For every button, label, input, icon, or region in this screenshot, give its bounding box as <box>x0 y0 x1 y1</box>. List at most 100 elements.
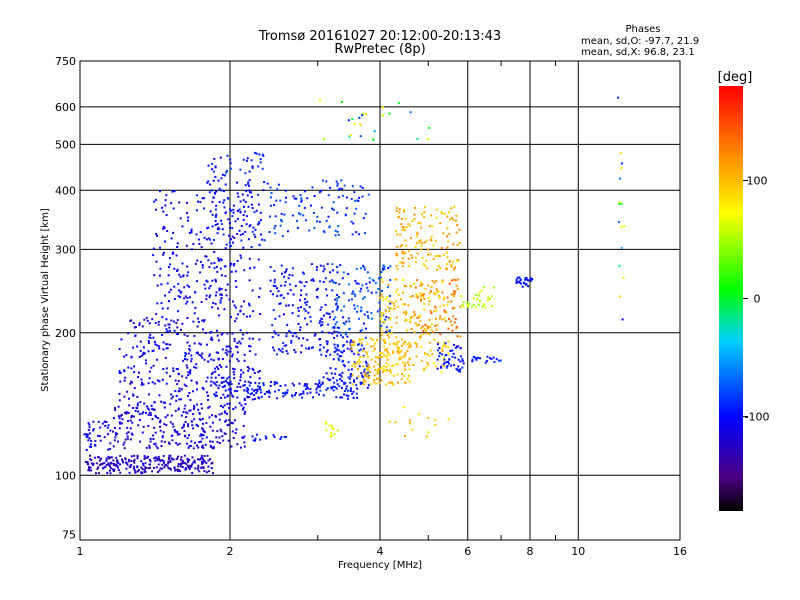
data-point <box>340 350 342 353</box>
data-point <box>403 252 406 255</box>
data-point <box>419 319 422 322</box>
data-point <box>617 220 620 223</box>
data-point <box>220 177 223 180</box>
data-point <box>390 301 393 304</box>
data-point <box>156 344 159 347</box>
data-point <box>386 354 389 357</box>
data-point <box>167 460 170 463</box>
data-point <box>436 290 439 293</box>
data-point <box>374 369 377 371</box>
data-point <box>439 305 442 308</box>
data-point <box>156 234 158 237</box>
data-point <box>362 264 365 267</box>
data-point <box>359 185 362 188</box>
data-point <box>224 389 227 392</box>
data-point <box>163 423 166 426</box>
data-point <box>367 193 370 196</box>
data-point <box>342 271 345 274</box>
data-point <box>325 219 328 222</box>
data-point <box>453 343 456 346</box>
data-point <box>336 297 339 300</box>
data-point <box>377 363 380 366</box>
data-point <box>260 219 262 222</box>
data-point <box>450 300 453 303</box>
data-point <box>387 364 390 367</box>
data-point <box>115 456 118 459</box>
data-point <box>197 317 200 320</box>
data-point <box>320 383 322 386</box>
data-point <box>293 197 296 200</box>
colorbar-tick-label: 0 <box>754 293 761 306</box>
data-point <box>441 291 444 294</box>
data-point <box>183 297 186 300</box>
data-point <box>203 470 206 473</box>
data-point <box>407 304 410 307</box>
data-point <box>397 293 400 296</box>
data-point <box>336 345 339 348</box>
data-point <box>401 244 403 247</box>
data-point <box>159 429 162 432</box>
data-point <box>422 263 425 266</box>
data-point <box>314 383 317 385</box>
data-point <box>446 215 449 218</box>
data-point <box>248 279 251 282</box>
data-point <box>381 352 384 355</box>
data-point <box>430 323 433 326</box>
data-point <box>364 360 367 363</box>
data-point <box>228 222 231 225</box>
data-point <box>136 455 139 458</box>
data-point <box>434 306 437 309</box>
data-point <box>443 358 446 361</box>
data-point <box>118 372 121 375</box>
data-point <box>244 380 247 383</box>
data-point <box>623 225 626 228</box>
data-point <box>186 284 189 287</box>
data-point <box>353 212 356 215</box>
data-point <box>154 459 157 462</box>
data-point <box>440 211 443 214</box>
data-point <box>362 378 365 381</box>
data-point <box>132 460 135 463</box>
data-point <box>123 355 126 358</box>
data-point <box>196 444 198 447</box>
data-point <box>163 251 165 254</box>
data-point <box>447 327 450 330</box>
data-point <box>373 130 376 133</box>
data-point <box>159 421 161 423</box>
data-point <box>119 380 122 383</box>
data-point <box>337 357 340 360</box>
data-point <box>109 462 112 465</box>
data-point <box>348 135 351 138</box>
data-point <box>303 285 306 288</box>
data-point <box>414 206 417 209</box>
data-point <box>232 264 235 267</box>
data-point <box>342 344 345 346</box>
data-point <box>350 198 353 200</box>
data-point <box>124 438 127 441</box>
data-point <box>244 184 247 187</box>
data-point <box>170 202 173 205</box>
data-point <box>320 353 323 356</box>
data-point <box>414 256 417 259</box>
data-point <box>420 226 423 229</box>
data-point <box>240 404 243 407</box>
data-point <box>88 467 91 470</box>
data-point <box>242 406 245 409</box>
data-point <box>372 138 375 141</box>
data-point <box>107 462 110 465</box>
data-point <box>260 391 263 394</box>
data-point <box>148 411 151 414</box>
data-point <box>261 238 264 241</box>
data-point <box>376 377 378 380</box>
data-point <box>89 458 92 461</box>
data-point <box>182 359 185 362</box>
data-point <box>227 350 230 353</box>
data-point <box>185 353 187 356</box>
data-point <box>212 359 215 362</box>
data-point <box>285 335 288 338</box>
data-point <box>388 420 391 423</box>
data-point <box>114 409 117 412</box>
data-point <box>152 247 155 250</box>
data-point <box>324 303 327 306</box>
data-point <box>269 266 272 269</box>
